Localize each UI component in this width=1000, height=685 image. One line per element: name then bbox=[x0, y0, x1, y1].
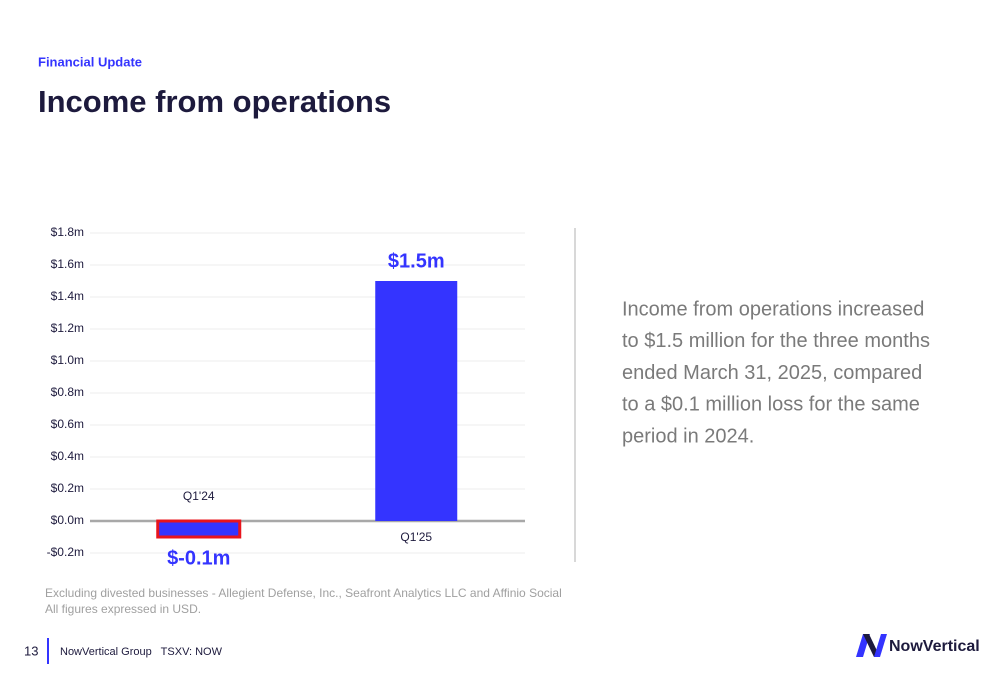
y-tick-label: $1.8m bbox=[51, 225, 84, 239]
commentary-line: to a $0.1 million loss for the same bbox=[622, 394, 920, 416]
value-label: $-0.1m bbox=[167, 547, 230, 569]
logo-text: NowVertical bbox=[889, 638, 980, 655]
footnote: All figures expressed in USD. bbox=[45, 602, 201, 616]
y-tick-label: -$0.2m bbox=[47, 545, 84, 559]
value-label: $1.5m bbox=[388, 250, 445, 272]
y-tick-label: $1.6m bbox=[51, 257, 84, 271]
y-tick-label: $0.4m bbox=[51, 449, 84, 463]
kicker: Financial Update bbox=[38, 54, 142, 69]
y-tick-label: $0.8m bbox=[51, 385, 84, 399]
y-tick-label: $0.2m bbox=[51, 481, 84, 495]
x-tick-label: Q1'25 bbox=[400, 530, 432, 544]
y-tick-label: $0.0m bbox=[51, 513, 84, 527]
commentary-line: Income from operations increased bbox=[622, 298, 924, 320]
x-tick-label: Q1'24 bbox=[183, 489, 215, 503]
y-tick-label: $1.4m bbox=[51, 289, 84, 303]
footnote: Excluding divested businesses - Allegien… bbox=[45, 586, 562, 600]
commentary-line: to $1.5 million for the three months bbox=[622, 330, 930, 352]
page-number: 13 bbox=[24, 643, 38, 658]
bar bbox=[375, 281, 458, 521]
commentary: Income from operations increased to $1.5 … bbox=[622, 298, 930, 447]
slide-title: Income from operations bbox=[38, 84, 391, 119]
bar bbox=[156, 519, 242, 539]
footer-company: NowVertical Group TSXV: NOW bbox=[60, 646, 223, 658]
y-tick-label: $1.0m bbox=[51, 353, 84, 367]
commentary-line: ended March 31, 2025, compared bbox=[622, 362, 922, 384]
y-tick-label: $0.6m bbox=[51, 417, 84, 431]
commentary-line: period in 2024. bbox=[622, 425, 754, 447]
y-tick-label: $1.2m bbox=[51, 321, 84, 335]
chart: -$0.2m $0.0m $0.2m $0.4m $0.6m $0.8m $1.0m $1.2… bbox=[47, 225, 525, 569]
logo-icon bbox=[856, 634, 887, 657]
